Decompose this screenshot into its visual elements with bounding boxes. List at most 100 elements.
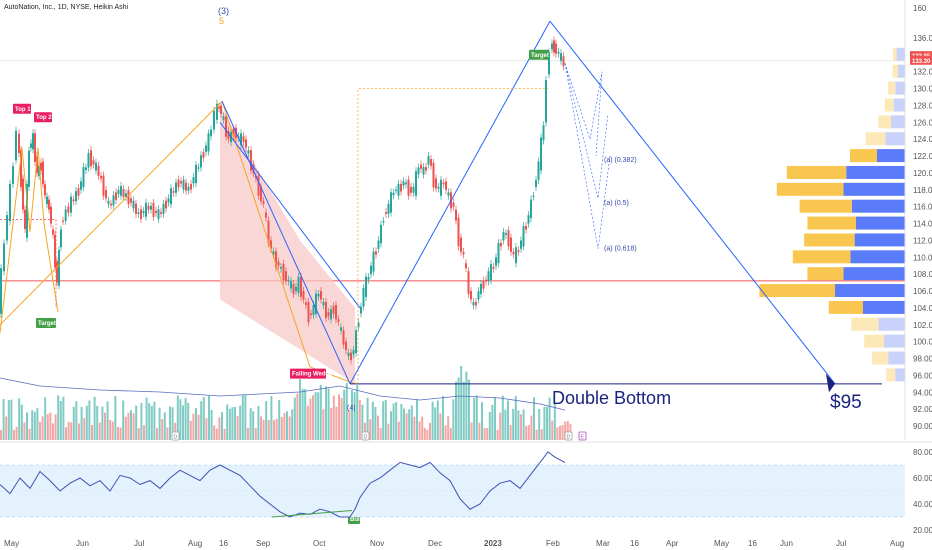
volume-bar	[278, 399, 281, 440]
volume-bar	[46, 414, 49, 440]
candle-body	[325, 302, 327, 319]
double-bottom-label: Double Bottom	[552, 388, 671, 408]
volume-bar	[470, 422, 473, 440]
volume-profile-yellow	[759, 284, 835, 298]
candle-body	[44, 184, 46, 196]
volume-bar	[57, 395, 60, 440]
volume-bar	[286, 411, 288, 440]
candle-body	[407, 179, 410, 196]
projection-down-line	[549, 20, 836, 385]
candle-body	[40, 162, 42, 171]
y-tick-label: 116.00	[913, 203, 932, 212]
volume-bar	[249, 408, 252, 440]
candle-body	[525, 226, 527, 230]
volume-bar	[221, 412, 223, 440]
candle-body	[46, 196, 48, 205]
volume-bar	[379, 428, 382, 440]
candle-body	[20, 150, 22, 188]
candle-body	[375, 251, 377, 255]
top-2-label-bg	[34, 112, 52, 123]
volume-bar	[202, 397, 205, 440]
volume-bar	[182, 405, 184, 440]
candle-body	[505, 233, 507, 235]
volume-bar	[364, 422, 366, 440]
candle-body	[352, 350, 355, 355]
x-tick-label: Dec	[428, 539, 442, 548]
candle-body	[50, 206, 52, 224]
volume-bar	[553, 403, 556, 440]
candle-body	[437, 186, 440, 189]
candle-body	[365, 276, 367, 297]
volume-bar	[374, 407, 377, 440]
candle-body	[557, 51, 560, 54]
volume-bar	[418, 421, 421, 440]
candle-body	[302, 291, 305, 300]
candle-body	[457, 217, 460, 247]
pattern-lines	[0, 20, 882, 393]
volume-bar	[449, 427, 452, 440]
volume-bar	[481, 402, 483, 440]
volume-bar	[192, 413, 195, 440]
candle-body	[480, 283, 482, 294]
candle-body	[452, 202, 455, 207]
volume-bar	[332, 395, 335, 440]
volume-bar	[325, 386, 327, 440]
volume-profile-yellow	[807, 267, 844, 281]
volume-profile-yellow	[864, 334, 884, 348]
volume-bar	[174, 422, 177, 440]
volume-bar	[283, 412, 286, 440]
candle-body	[28, 150, 30, 187]
volume-ma-line	[0, 377, 566, 411]
x-tick-label: 16	[219, 539, 228, 548]
target-left-label: Target	[38, 321, 56, 327]
candle-body	[62, 220, 64, 222]
volume-bar	[273, 420, 275, 440]
candle-body	[127, 190, 130, 205]
wedge-lower-line	[219, 122, 361, 309]
candle-body	[272, 251, 275, 255]
candle-body	[232, 129, 235, 137]
candle-body	[110, 203, 112, 206]
candle-body	[162, 203, 165, 214]
volume-bar	[421, 416, 424, 440]
candle-body	[427, 156, 430, 165]
volume-bar	[80, 407, 83, 440]
volume-profile-yellow	[804, 233, 855, 247]
volume-bar	[166, 427, 169, 440]
volume-bar	[23, 422, 26, 440]
volume-bar	[564, 421, 567, 440]
candle-body	[392, 192, 395, 196]
volume-profile-yellow	[792, 250, 851, 264]
fib-path-3	[564, 63, 611, 249]
candle-body	[542, 125, 545, 141]
y-tick-label: 126.00	[913, 118, 932, 127]
candle-body	[405, 182, 407, 185]
volume-bar	[158, 407, 161, 440]
candle-body	[80, 181, 82, 190]
event-marker-label: D	[364, 435, 368, 441]
falling-wedge-label: Falling Wedge	[292, 372, 333, 378]
target-price-label: $95	[830, 392, 862, 413]
volume-bar	[72, 406, 75, 440]
fib-5-label: (a) (0.5)	[604, 200, 629, 207]
candle-body	[3, 243, 5, 272]
volume-bar	[226, 404, 229, 440]
volume-bar	[67, 421, 70, 440]
volume-bar	[52, 423, 54, 440]
volume-bar	[104, 412, 106, 440]
volume-bar	[169, 406, 171, 440]
candle-series	[0, 36, 565, 365]
volume-profile-yellow	[888, 81, 896, 95]
volume-bar	[335, 406, 338, 440]
volume-bar	[150, 405, 153, 440]
candle-body	[415, 171, 417, 196]
candle-body	[385, 212, 387, 214]
volume-bar	[465, 371, 468, 440]
top-1-label: Top 1	[15, 107, 31, 113]
rsi-tick-label: 20.00	[913, 526, 932, 535]
volume-bar	[546, 406, 548, 440]
volume-bar	[455, 381, 457, 440]
candle-body	[105, 189, 107, 199]
volume-profile-yellow	[786, 165, 847, 179]
